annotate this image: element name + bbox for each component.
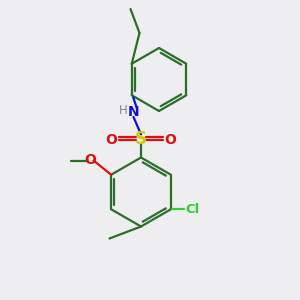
Text: Cl: Cl <box>185 203 200 216</box>
Text: O: O <box>84 154 96 167</box>
Text: O: O <box>164 133 176 146</box>
Text: O: O <box>106 133 118 146</box>
Text: S: S <box>135 130 147 148</box>
Text: N: N <box>128 106 139 119</box>
Text: H: H <box>118 104 127 118</box>
